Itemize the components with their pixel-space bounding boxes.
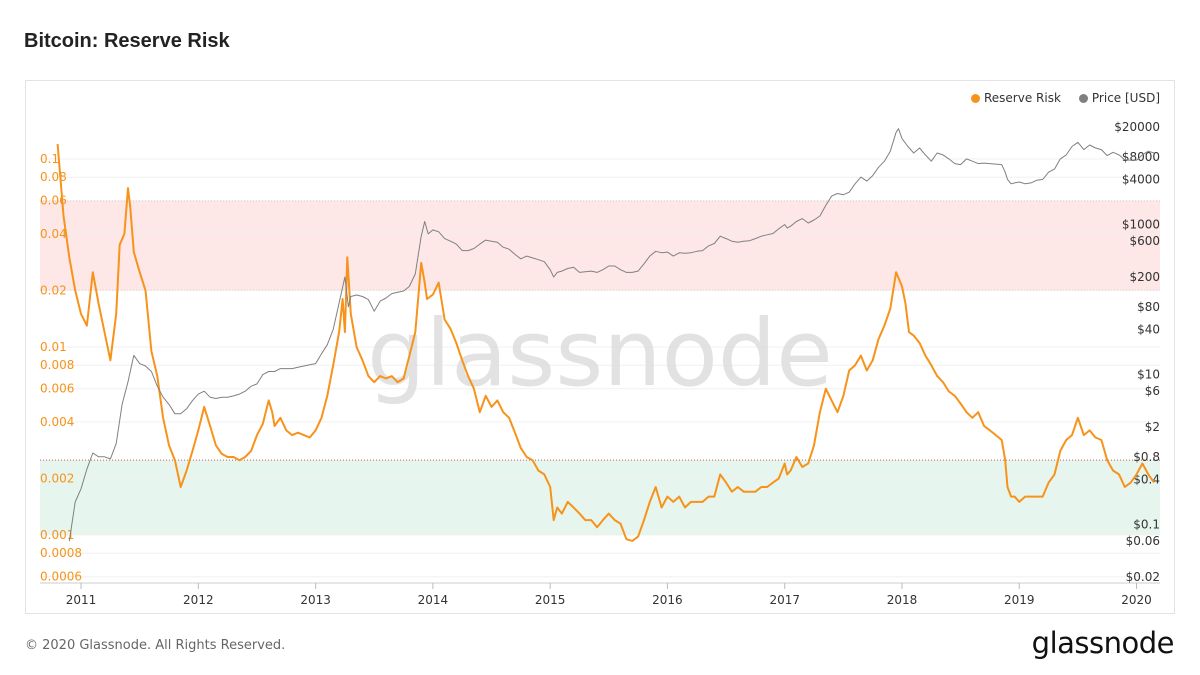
left-tick-label: 0.001	[40, 528, 74, 542]
right-tick-label: $1000	[1122, 218, 1160, 232]
right-tick-label: $40	[1137, 322, 1160, 336]
left-tick-label: 0.0006	[40, 570, 82, 584]
right-tick-label: $0.02	[1126, 570, 1160, 584]
left-tick-label: 0.004	[40, 415, 74, 429]
legend-item-price[interactable]: Price [USD]	[1078, 91, 1160, 105]
legend-label-price: Price [USD]	[1091, 91, 1160, 105]
right-tick-label: $0.06	[1126, 534, 1160, 548]
footer-logo: glassnode	[1031, 626, 1175, 660]
x-tick-label: 2012	[183, 593, 214, 607]
right-tick-label: $80	[1137, 300, 1160, 314]
left-tick-label: 0.08	[40, 170, 67, 184]
left-tick-label: 0.006	[40, 382, 74, 396]
left-tick-label: 0.002	[40, 471, 74, 485]
legend-label-reserve-risk: Reserve Risk	[983, 91, 1061, 105]
left-tick-label: 0.1	[40, 152, 59, 166]
x-tick-label: 2019	[1004, 593, 1035, 607]
left-tick-label: 0.008	[40, 358, 74, 372]
left-tick-label: 0.04	[40, 227, 67, 241]
legend-item-reserve-risk[interactable]: Reserve Risk	[970, 91, 1061, 105]
legend: Reserve Risk Price [USD]	[970, 91, 1160, 105]
right-tick-label: $2	[1145, 420, 1160, 434]
right-tick-label: $600	[1129, 234, 1160, 248]
legend-dot-price	[1078, 93, 1088, 103]
x-tick-label: 2011	[66, 593, 97, 607]
footer-copyright: © 2020 Glassnode. All Rights Reserved.	[25, 638, 286, 653]
x-tick-label: 2018	[887, 593, 918, 607]
x-tick-label: 2014	[418, 593, 449, 607]
right-tick-label: $0.8	[1133, 450, 1160, 464]
x-tick-label: 2013	[300, 593, 331, 607]
right-tick-label: $6	[1145, 384, 1160, 398]
right-tick-label: $0.1	[1133, 518, 1160, 532]
series-line-price	[68, 128, 1155, 542]
left-tick-label: 0.01	[40, 340, 67, 354]
x-tick-label: 2017	[769, 593, 800, 607]
band-high	[40, 200, 1160, 291]
right-tick-label: $10	[1137, 368, 1160, 382]
left-tick-label: 0.06	[40, 194, 67, 208]
right-tick-label: $4000	[1122, 172, 1160, 186]
right-tick-label: $20000	[1114, 120, 1160, 134]
left-tick-label: 0.0008	[40, 546, 82, 560]
x-tick-label: 2015	[535, 593, 566, 607]
chart-title: Bitcoin: Reserve Risk	[24, 30, 230, 52]
watermark: glassnode	[367, 300, 833, 407]
left-tick-label: 0.02	[40, 283, 67, 297]
x-tick-label: 2020	[1121, 593, 1152, 607]
series-line-reserve-risk	[56, 144, 1155, 542]
right-tick-label: $200	[1129, 270, 1160, 284]
legend-dot-reserve-risk	[970, 93, 980, 103]
x-tick-label: 2016	[652, 593, 683, 607]
